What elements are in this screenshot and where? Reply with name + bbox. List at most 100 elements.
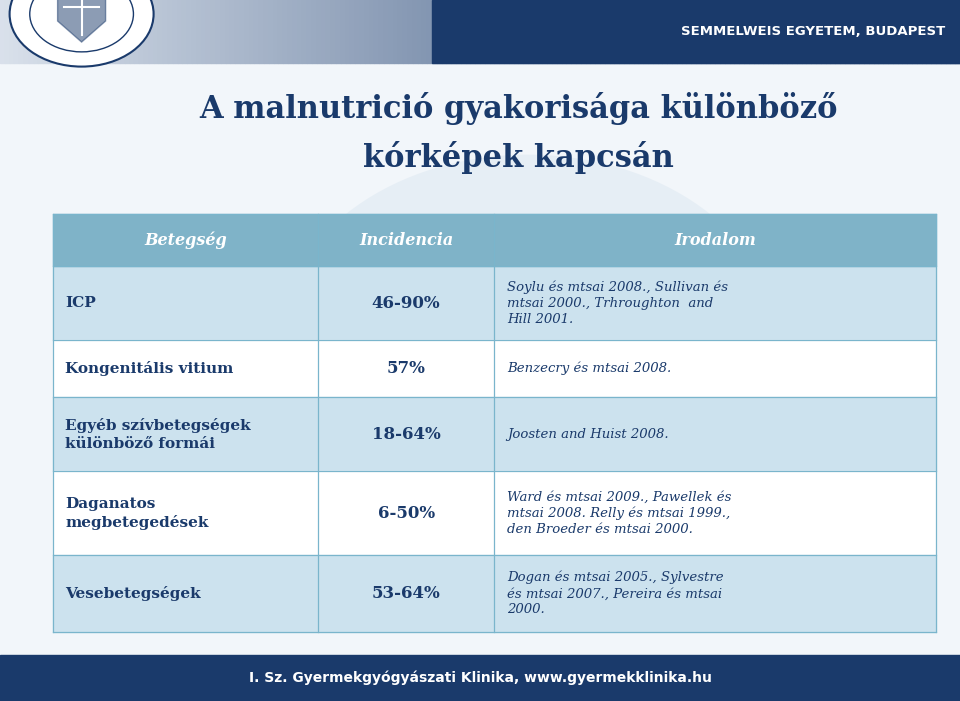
Bar xyxy=(672,0,677,63)
Bar xyxy=(504,0,509,63)
Bar xyxy=(269,0,274,63)
Bar xyxy=(82,0,86,63)
Bar xyxy=(331,0,336,63)
Bar xyxy=(379,0,384,63)
Bar xyxy=(533,0,538,63)
Bar xyxy=(322,0,326,63)
Bar xyxy=(115,0,120,63)
Bar xyxy=(48,0,53,63)
Bar xyxy=(581,0,586,63)
Bar xyxy=(370,0,374,63)
Bar xyxy=(485,0,490,63)
Bar xyxy=(773,0,778,63)
Bar xyxy=(288,0,293,63)
Bar xyxy=(408,0,413,63)
Bar xyxy=(538,0,542,63)
Bar xyxy=(154,0,158,63)
Bar xyxy=(878,0,883,63)
Bar xyxy=(730,0,734,63)
Bar xyxy=(514,0,518,63)
Bar xyxy=(466,0,470,63)
Bar xyxy=(365,0,370,63)
Text: 57%: 57% xyxy=(387,360,425,377)
Bar xyxy=(178,0,182,63)
Bar xyxy=(518,0,523,63)
Bar xyxy=(72,0,77,63)
Bar xyxy=(643,0,648,63)
Polygon shape xyxy=(58,0,106,42)
Bar xyxy=(888,0,893,63)
Bar xyxy=(739,0,744,63)
Bar xyxy=(355,0,360,63)
Bar xyxy=(389,0,394,63)
Bar xyxy=(53,555,936,632)
Bar xyxy=(446,0,451,63)
Bar xyxy=(230,0,235,63)
Bar xyxy=(341,0,346,63)
Bar xyxy=(427,0,432,63)
Bar xyxy=(259,0,264,63)
Bar xyxy=(950,0,955,63)
Bar xyxy=(653,0,658,63)
Bar xyxy=(53,214,318,266)
Bar xyxy=(845,0,850,63)
Bar xyxy=(898,0,902,63)
Bar xyxy=(955,0,960,63)
Bar xyxy=(648,0,653,63)
Bar xyxy=(802,0,806,63)
Text: Egyéb szívbetegségek
különböző formái: Egyéb szívbetegségek különböző formái xyxy=(65,418,251,451)
Bar xyxy=(293,0,298,63)
Bar xyxy=(125,0,130,63)
Bar xyxy=(782,0,787,63)
Bar xyxy=(350,0,355,63)
Circle shape xyxy=(30,0,133,52)
Bar xyxy=(461,0,466,63)
Bar xyxy=(10,0,14,63)
Bar xyxy=(658,0,662,63)
Bar xyxy=(144,0,149,63)
Bar xyxy=(96,0,101,63)
Bar xyxy=(734,0,739,63)
Bar xyxy=(38,0,43,63)
Bar xyxy=(720,0,725,63)
Bar xyxy=(110,0,115,63)
Bar xyxy=(0,655,960,701)
Bar xyxy=(418,0,422,63)
Bar xyxy=(566,0,571,63)
Bar xyxy=(874,0,878,63)
Bar xyxy=(403,0,408,63)
Bar xyxy=(869,0,874,63)
Bar xyxy=(264,0,269,63)
Bar xyxy=(120,0,125,63)
Bar xyxy=(787,0,792,63)
Text: 53-64%: 53-64% xyxy=(372,585,441,602)
Text: Betegség: Betegség xyxy=(144,231,227,249)
Bar xyxy=(216,0,221,63)
Bar xyxy=(206,0,211,63)
Bar xyxy=(706,0,710,63)
Bar xyxy=(192,0,197,63)
Text: Kongenitális vitium: Kongenitális vitium xyxy=(65,361,233,376)
Bar xyxy=(163,0,168,63)
Text: Irodalom: Irodalom xyxy=(674,231,756,249)
Bar xyxy=(53,397,936,471)
Bar xyxy=(797,0,802,63)
Bar xyxy=(749,0,754,63)
Bar xyxy=(19,0,24,63)
Bar xyxy=(173,0,178,63)
Bar xyxy=(480,0,485,63)
Bar xyxy=(187,0,192,63)
Bar xyxy=(298,0,302,63)
Bar xyxy=(917,0,922,63)
Bar xyxy=(586,0,590,63)
Bar xyxy=(202,0,206,63)
Bar xyxy=(422,0,427,63)
Bar xyxy=(0,63,960,655)
Bar xyxy=(571,0,576,63)
Bar xyxy=(778,0,782,63)
Bar xyxy=(850,0,854,63)
Bar xyxy=(475,0,480,63)
Bar xyxy=(470,0,475,63)
Bar xyxy=(638,0,643,63)
Bar xyxy=(922,0,926,63)
